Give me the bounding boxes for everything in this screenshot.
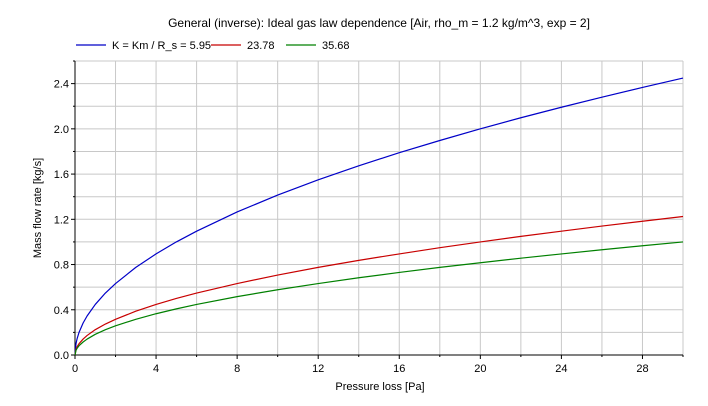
x-tick-label: 8 (234, 363, 240, 375)
y-tick-label: 0.0 (54, 350, 69, 362)
y-tick-label: 0.8 (54, 260, 69, 272)
series-line-2 (74, 215, 684, 356)
x-ticks: 0 4 8 12 16 20 24 28 (72, 355, 684, 375)
x-tick-label: 28 (636, 363, 648, 375)
legend: K = Km / R_s = 5.95 23.78 35.68 (76, 40, 350, 52)
chart-title: General (inverse): Ideal gas law depende… (168, 16, 590, 30)
y-tick-label: 2.0 (54, 124, 69, 136)
legend-label-3: 35.68 (322, 40, 350, 52)
y-tick-label: 0.4 (54, 305, 69, 317)
x-tick-label: 0 (72, 363, 78, 375)
grid (74, 60, 684, 356)
x-tick-label: 24 (555, 363, 567, 375)
x-tick-label: 12 (312, 363, 324, 375)
y-axis-label: Mass flow rate [kg/s] (32, 158, 44, 258)
x-tick-label: 4 (153, 363, 159, 375)
legend-label-1: K = Km / R_s = 5.95 (112, 40, 211, 52)
series-line-1 (74, 77, 684, 356)
series-line-3 (74, 241, 684, 356)
x-tick-label: 20 (474, 363, 486, 375)
y-tick-label: 1.2 (54, 214, 69, 226)
y-tick-label: 2.4 (54, 79, 69, 91)
x-axis-label: Pressure loss [Pa] (335, 381, 424, 393)
x-tick-label: 16 (393, 363, 405, 375)
series-lines (74, 77, 684, 356)
y-tick-label: 1.6 (54, 169, 69, 181)
legend-label-2: 23.78 (247, 40, 275, 52)
y-ticks: 0.0 0.4 0.8 1.2 1.6 2.0 2.4 (54, 60, 75, 362)
axes (74, 61, 683, 356)
